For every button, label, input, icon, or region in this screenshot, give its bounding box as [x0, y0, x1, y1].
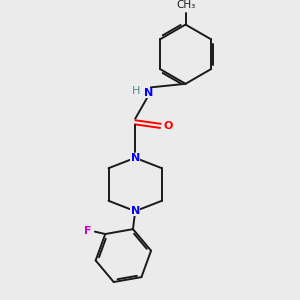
Text: N: N: [144, 88, 153, 98]
Text: N: N: [130, 153, 140, 163]
Text: O: O: [164, 121, 173, 131]
Text: CH₃: CH₃: [176, 0, 195, 10]
Text: H: H: [132, 86, 140, 96]
Text: F: F: [84, 226, 92, 236]
Text: N: N: [130, 206, 140, 216]
